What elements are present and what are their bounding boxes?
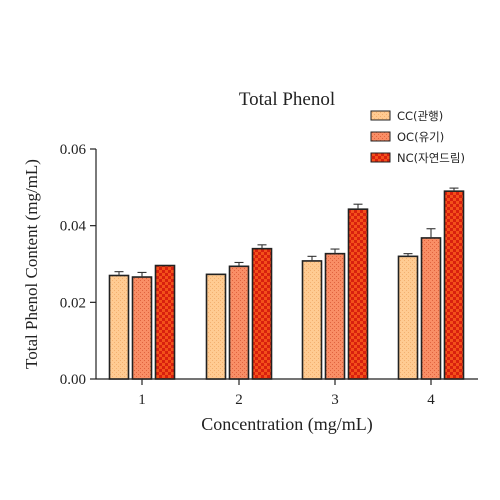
legend: CC(관행) OC(유기) NC(자연드림) (370, 109, 465, 165)
legend-item-nc: NC(자연드림) (370, 151, 465, 165)
y-axis-label: Total Phenol Content (mg/mL) (22, 159, 41, 369)
legend-label-oc: OC(유기) (397, 130, 444, 144)
bar-nc-1 (154, 264, 176, 380)
legend-label-nc: NC(자연드림) (397, 151, 465, 165)
bars (108, 187, 465, 380)
y-tick-label: 0.00 (60, 372, 86, 388)
bar-oc-2 (228, 265, 250, 380)
legend-swatch-nc (370, 152, 391, 163)
bar-oc-3 (324, 252, 346, 380)
legend-item-oc: OC(유기) (370, 130, 444, 144)
x-tick-label: 4 (427, 392, 435, 408)
legend-swatch-cc (370, 110, 391, 121)
y-tick-label: 0.02 (60, 295, 86, 311)
bar-oc-1 (131, 276, 153, 380)
bar-cc-4 (397, 255, 419, 380)
x-tick-label: 3 (331, 392, 339, 408)
legend-label-cc: CC(관행) (397, 109, 443, 123)
y-tick-label: 0.06 (60, 142, 87, 158)
bar-cc-1 (108, 274, 130, 380)
chart-title: Total Phenol (239, 89, 335, 110)
bar-nc-3 (347, 208, 369, 380)
bar-oc-4 (420, 237, 442, 380)
legend-swatch-oc (370, 131, 391, 142)
bar-cc-2 (205, 273, 227, 380)
bar-nc-4 (443, 190, 465, 380)
bar-nc-2 (251, 247, 273, 380)
y-tick-label: 0.04 (60, 219, 87, 235)
y-ticks: 0.00 0.02 0.04 0.06 (60, 142, 96, 388)
x-tick-label: 1 (138, 392, 146, 408)
x-tick-label: 2 (235, 392, 243, 408)
x-ticks: 1 2 3 4 (138, 379, 435, 408)
legend-item-cc: CC(관행) (370, 109, 443, 123)
bar-cc-3 (301, 260, 323, 380)
x-axis-label: Concentration (mg/mL) (201, 414, 372, 435)
